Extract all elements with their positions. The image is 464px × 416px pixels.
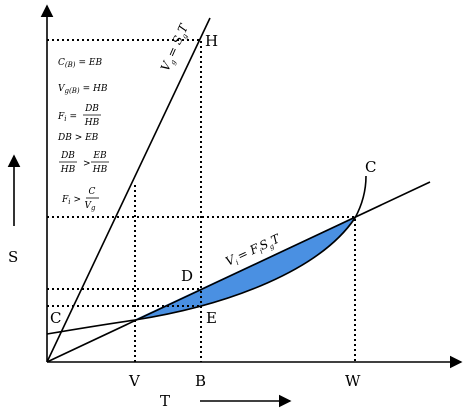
point-label: C [365,158,376,176]
x-label: T [160,392,170,410]
note: DB > EB [57,133,99,143]
point-label: D [181,267,193,285]
x-mark: W [345,372,361,390]
point-label: C [50,309,61,327]
point-label: H [205,32,218,50]
numerator: DB [60,151,75,161]
note: Fi = [57,112,77,123]
line-vi [46,181,431,363]
x-mark: V [128,372,141,390]
y-label: S [8,248,18,266]
note: Vg(B) = HB [58,84,108,95]
note: > [83,159,91,169]
line-vg [46,17,211,363]
denominator: HB [60,165,76,175]
curve-c [46,175,367,335]
numerator: EB [92,151,107,161]
denominator: Vg [85,201,97,212]
note: Fi > [61,195,81,206]
guide-h [47,39,202,362]
denominator: HB [92,165,108,175]
numerator: C [89,187,96,197]
numerator: DB [84,104,99,114]
note: C(B) = EB [58,58,102,69]
x-mark: B [195,372,206,390]
denominator: HB [84,118,100,128]
point-label: E [206,309,217,327]
